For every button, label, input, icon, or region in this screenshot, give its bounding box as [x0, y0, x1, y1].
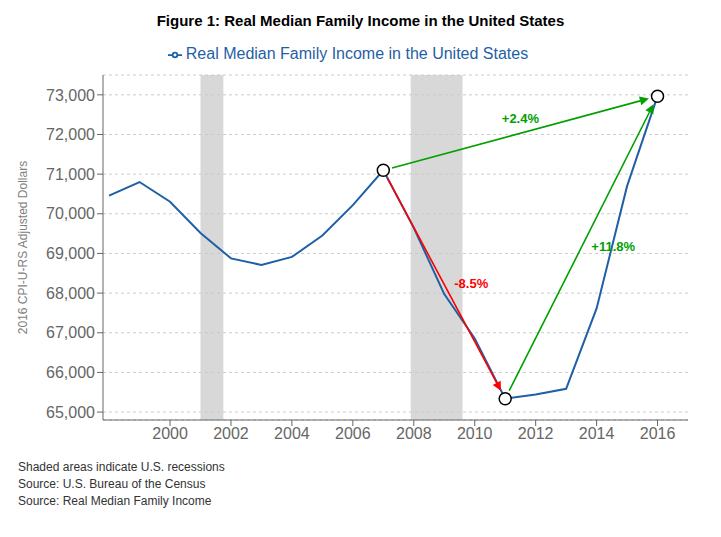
html-text:Real Median Family Income in t: Real Median Family Income in the United …	[185, 45, 529, 62]
svg-text:65,000: 65,000	[46, 404, 95, 421]
svg-text:2014: 2014	[579, 425, 615, 442]
svg-text:67,000: 67,000	[46, 324, 95, 341]
svg-text:2006: 2006	[335, 425, 371, 442]
svg-text:2016 CPI-U-RS Adjusted Dollars: 2016 CPI-U-RS Adjusted Dollars	[16, 161, 30, 334]
html-text:Shaded areas indicate U.S. rec: Shaded areas indicate U.S. recessions	[18, 460, 225, 474]
html-text:Source: Real Median Family Inc: Source: Real Median Family Income	[18, 494, 212, 508]
svg-text:2012: 2012	[518, 425, 554, 442]
svg-text:2010: 2010	[457, 425, 493, 442]
html-text:Figure 1: Real Median Family I: Figure 1: Real Median Family Income in t…	[156, 12, 565, 29]
svg-text:2008: 2008	[396, 425, 432, 442]
svg-text:72,000: 72,000	[46, 126, 95, 143]
svg-text:68,000: 68,000	[46, 285, 95, 302]
svg-text:73,000: 73,000	[46, 87, 95, 104]
svg-text:2016: 2016	[640, 425, 676, 442]
svg-text:+11.8%: +11.8%	[591, 239, 635, 254]
svg-text:2004: 2004	[274, 425, 310, 442]
svg-text:-8.5%: -8.5%	[454, 276, 488, 291]
svg-text:71,000: 71,000	[46, 166, 95, 183]
svg-text:69,000: 69,000	[46, 245, 95, 262]
svg-text:66,000: 66,000	[46, 364, 95, 381]
svg-text:70,000: 70,000	[46, 205, 95, 222]
svg-text:2002: 2002	[213, 425, 249, 442]
svg-text:2000: 2000	[152, 425, 188, 442]
html-text:Source: U.S. Bureau of the Cen: Source: U.S. Bureau of the Census	[18, 477, 206, 491]
svg-text:+2.4%: +2.4%	[502, 111, 540, 126]
